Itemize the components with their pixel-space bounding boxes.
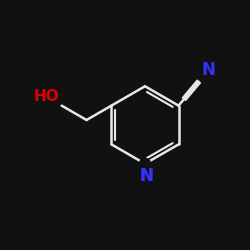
Text: N: N [139,167,153,185]
Text: N: N [139,167,153,185]
Text: HO: HO [34,89,60,104]
Circle shape [140,158,150,169]
Text: N: N [201,61,215,79]
